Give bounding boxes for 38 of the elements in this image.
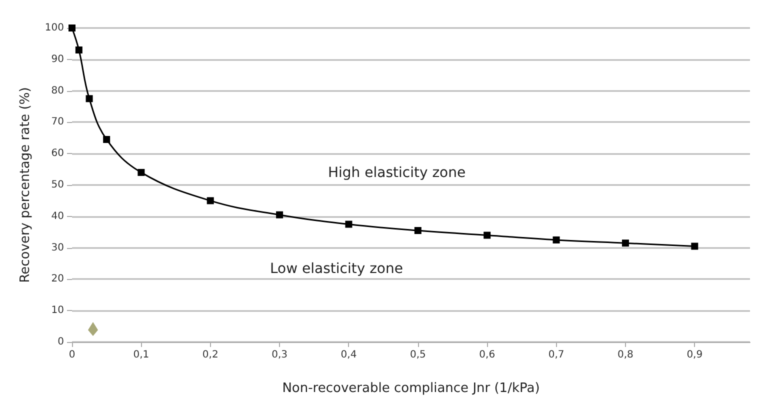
x-tick-label: 0,7 (548, 350, 564, 360)
x-tick-label: 0,5 (410, 350, 426, 360)
point (691, 242, 698, 250)
x-tick-label: 0,4 (340, 350, 357, 360)
x-axis-title: Non-recoverable compliance Jnr (1/kPa) (282, 381, 540, 396)
y-tick-label: 30 (51, 242, 64, 254)
y-tick-label: 50 (51, 180, 64, 190)
x-tick-label: 0,3 (272, 350, 288, 360)
x-tick-label: 0 (68, 350, 76, 360)
y-tick-label: 0 (58, 336, 64, 348)
y-tick-label: 60 (51, 148, 64, 160)
y-tick-label: 10 (51, 305, 64, 316)
y-tick-label: 40 (51, 210, 64, 222)
x-tick-label: 0,2 (202, 350, 218, 360)
x-tick-label: 0,9 (686, 350, 703, 360)
point (138, 168, 145, 176)
annotation: High elasticity zone (328, 165, 466, 181)
y-tick-label: 80 (51, 85, 64, 96)
x-tick-label: 0,8 (618, 350, 634, 360)
y-tick-label: 100 (44, 22, 64, 34)
point (86, 95, 93, 102)
point (276, 211, 284, 218)
point (206, 197, 214, 204)
y-tick-label: 90 (51, 54, 64, 65)
point (103, 136, 110, 143)
point (484, 232, 491, 239)
point (622, 240, 629, 247)
y-axis-title: Recovery percentage rate (%) (18, 87, 33, 283)
x-tick-label: 0,1 (133, 350, 150, 360)
point (68, 24, 76, 32)
point (414, 227, 422, 234)
y-tick-label: 70 (51, 116, 64, 128)
x-tick-label: 0,6 (479, 350, 496, 360)
annotation: Low elasticity zone (270, 261, 403, 277)
y-tick-label: 20 (51, 274, 64, 285)
point (345, 220, 352, 228)
point (75, 46, 82, 54)
point (552, 236, 560, 244)
